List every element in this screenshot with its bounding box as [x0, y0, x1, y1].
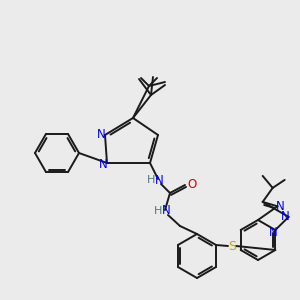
Text: N: N — [99, 158, 107, 172]
Text: H: H — [154, 206, 162, 216]
Text: N: N — [281, 210, 290, 224]
Text: N: N — [269, 226, 278, 238]
Text: N: N — [162, 205, 170, 218]
Text: O: O — [188, 178, 196, 190]
Text: H: H — [147, 175, 155, 185]
Text: N: N — [276, 200, 285, 213]
Text: N: N — [154, 173, 164, 187]
Text: S: S — [228, 239, 236, 253]
Text: N: N — [97, 128, 105, 140]
